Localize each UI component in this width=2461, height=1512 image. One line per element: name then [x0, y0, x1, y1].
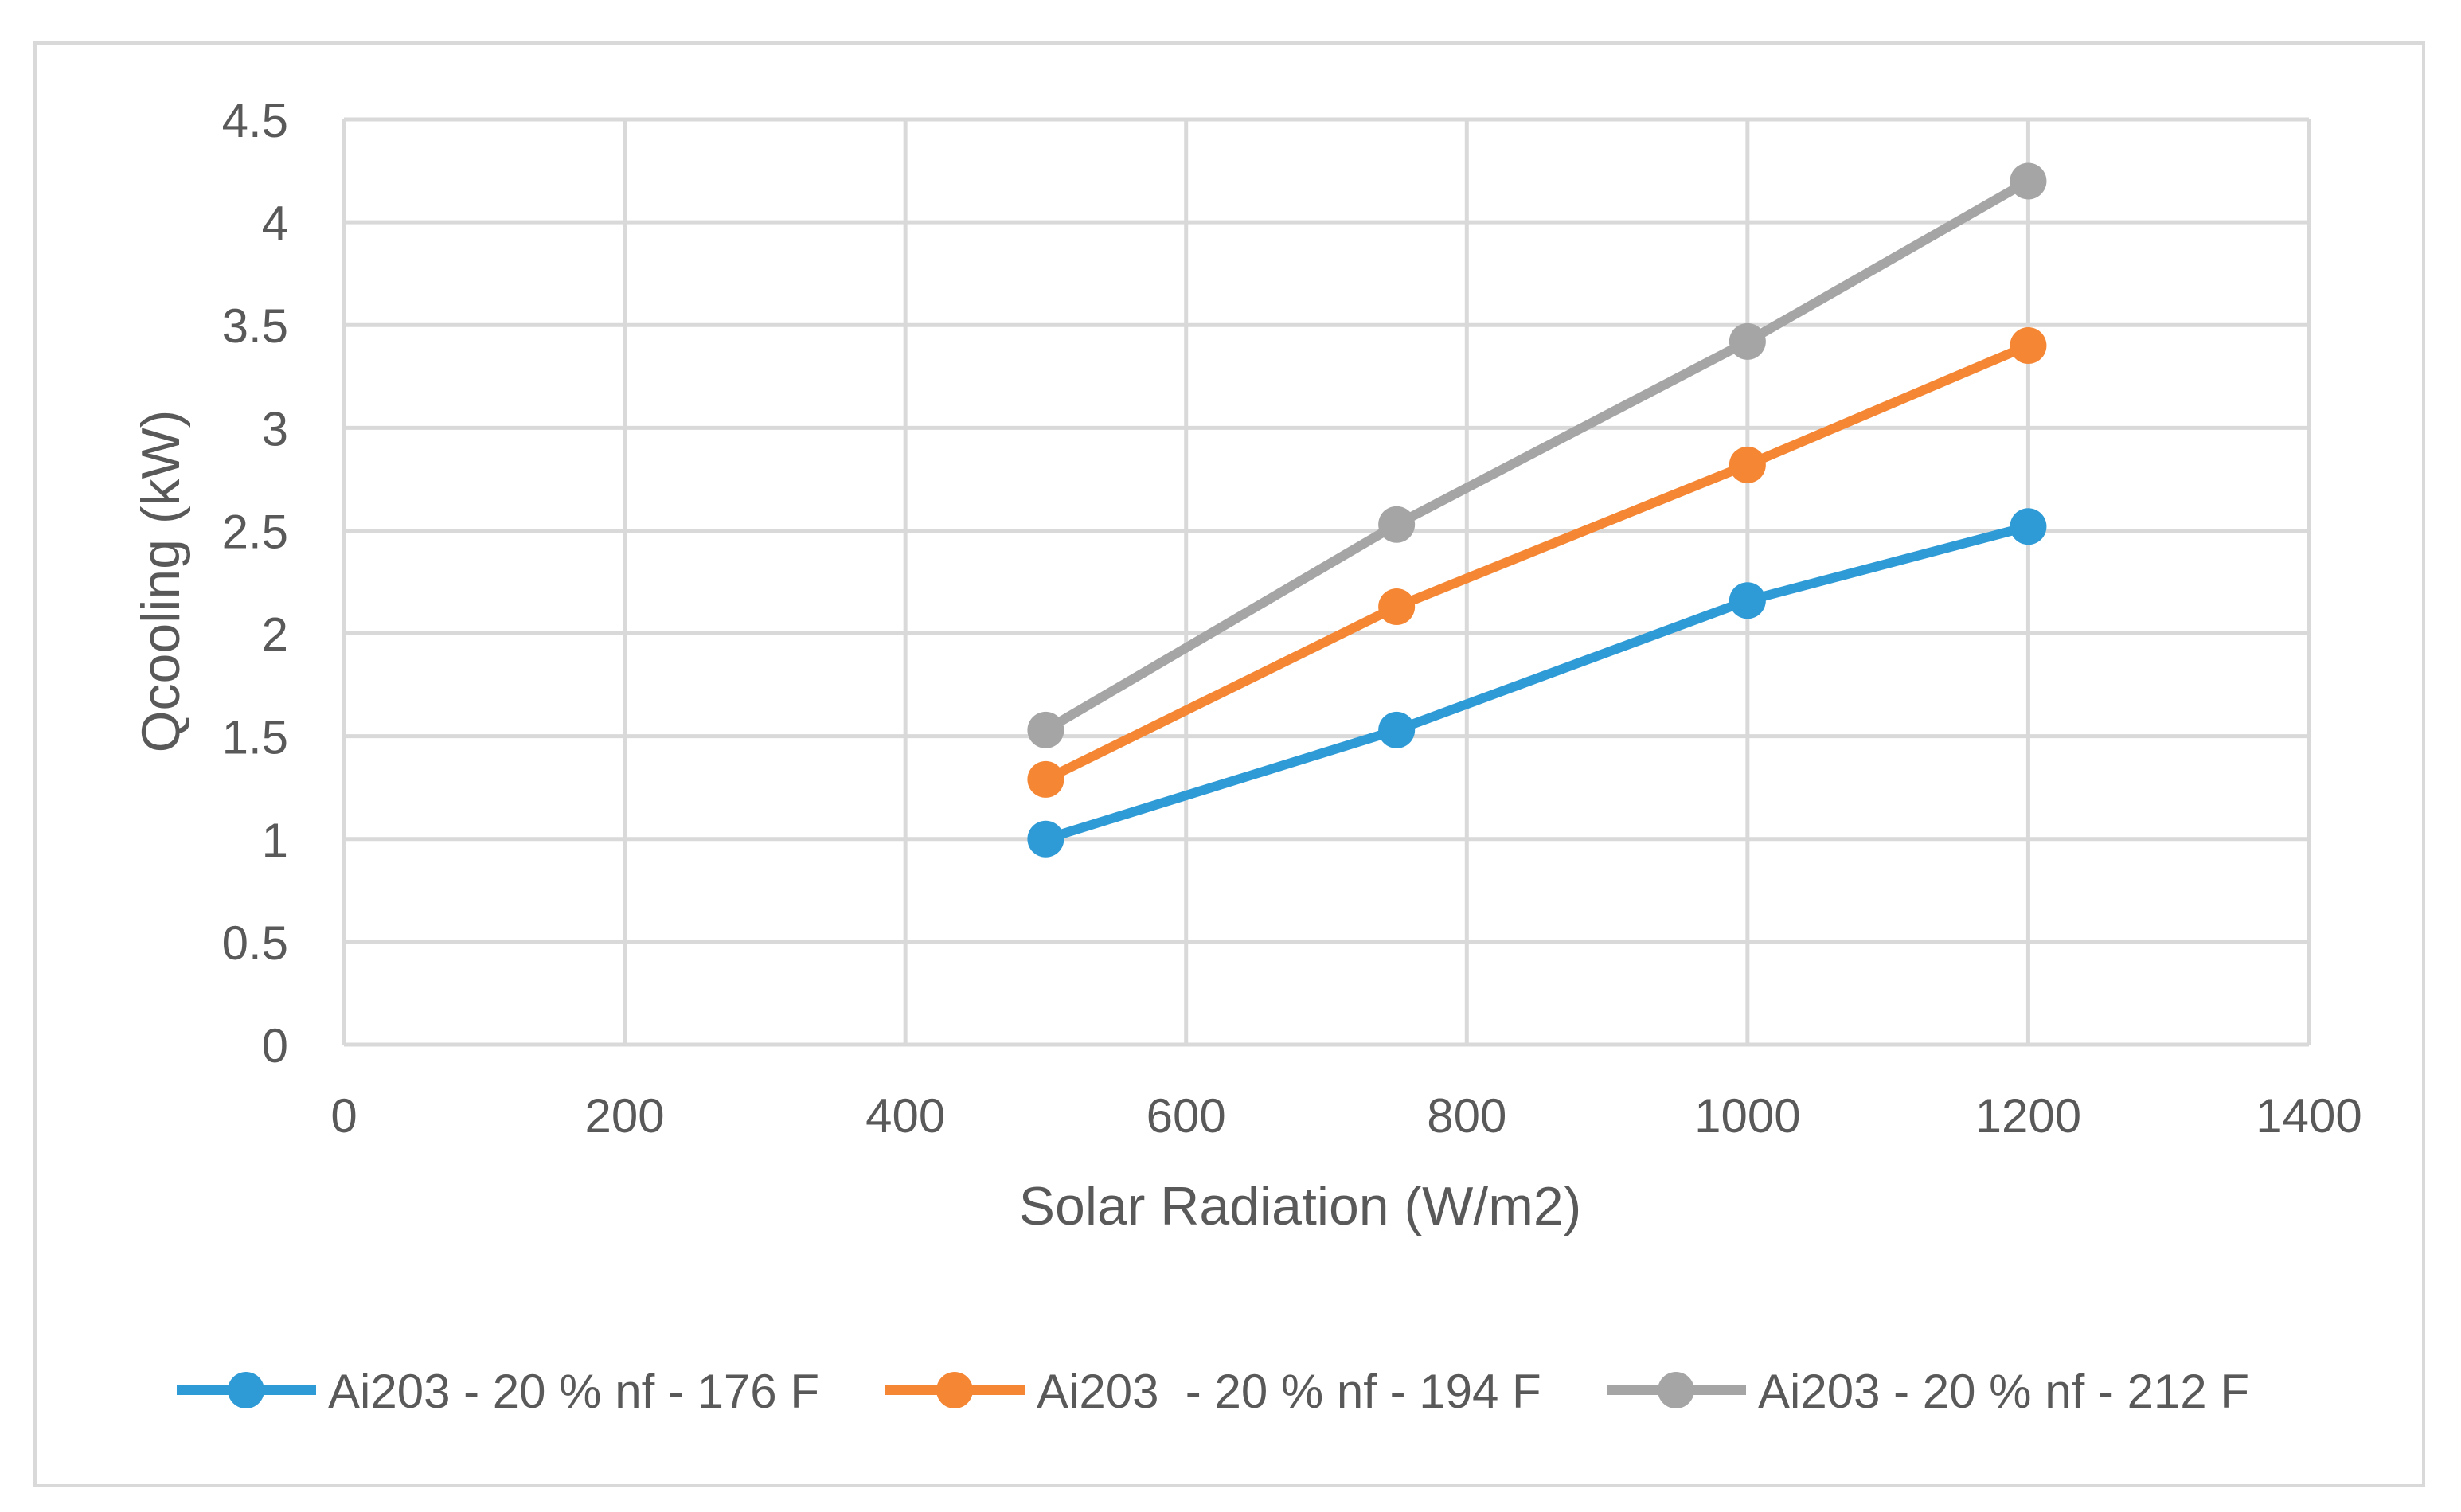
series-line [1041, 522, 2033, 844]
series-line [1041, 341, 2033, 784]
legend-label: Ai203 - 20 % nf - 212 F [1758, 1365, 2249, 1418]
legend-label: Ai203 - 20 % nf - 194 F [1037, 1365, 1541, 1418]
legend-swatch-marker [228, 1372, 264, 1408]
x-tick-label: 200 [585, 1089, 665, 1143]
y-tick-label: 4 [262, 197, 288, 250]
legend-label: Ai203 - 20 % nf - 176 F [328, 1365, 819, 1418]
data-point [1729, 446, 1766, 483]
data-point [1378, 588, 1416, 625]
x-tick-label: 1000 [1694, 1089, 1800, 1143]
data-point [2010, 327, 2047, 365]
legend-item-1[interactable]: Ai203 - 20 % nf - 176 F [177, 1365, 819, 1418]
y-tick-label: 0 [262, 1019, 288, 1072]
y-tick-label: 3.5 [222, 299, 288, 353]
y-tick-label: 2 [262, 608, 288, 662]
grid-lines [342, 117, 2311, 1047]
chart-frame [33, 41, 2425, 1487]
data-point [1378, 506, 1416, 543]
legend-swatch-marker [1658, 1372, 1694, 1408]
x-tick-label: 400 [865, 1089, 945, 1143]
series-layer [1027, 162, 2047, 858]
data-point [1027, 820, 1064, 858]
x-tick-label: 1200 [1975, 1089, 2081, 1143]
legend-item-3[interactable]: Ai203 - 20 % nf - 212 F [1607, 1365, 2249, 1418]
y-tick-label: 1.5 [222, 711, 288, 764]
y-tick-label: 2.5 [222, 505, 288, 558]
series-2 [1027, 327, 2047, 798]
data-point [1729, 322, 1766, 360]
tick-labels: 0 0.5 1 1.5 2 2.5 3 3.5 4 4.5 0 200 400 600 800 1000 120… [222, 94, 2362, 1143]
y-tick-label: 4.5 [222, 94, 288, 147]
y-tick-label: 0.5 [222, 916, 288, 970]
y-tick-label: 3 [262, 402, 288, 455]
series-1 [1027, 508, 2047, 858]
data-point [1729, 582, 1766, 619]
data-point [1027, 760, 1064, 798]
data-point [2010, 508, 2047, 545]
legend-swatch-marker [936, 1372, 973, 1408]
y-tick-label: 1 [262, 814, 288, 867]
legend-item-2[interactable]: Ai203 - 20 % nf - 194 F [885, 1365, 1541, 1418]
data-point [1027, 711, 1064, 748]
y-axis-title: Qcooling (kW) [131, 410, 191, 753]
data-point [1378, 711, 1416, 748]
x-tick-label: 0 [330, 1089, 357, 1143]
x-tick-label: 1400 [2256, 1089, 2361, 1143]
x-tick-label: 600 [1147, 1089, 1226, 1143]
series-line [1041, 176, 2033, 735]
series-3 [1027, 162, 2047, 748]
data-point [2010, 162, 2047, 200]
legend: Ai203 - 20 % nf - 176 F Ai203 - 20 % nf -… [177, 1365, 2249, 1418]
x-axis-title: Solar Radiation (W/m2) [1019, 1176, 1582, 1237]
x-tick-label: 800 [1427, 1089, 1506, 1143]
